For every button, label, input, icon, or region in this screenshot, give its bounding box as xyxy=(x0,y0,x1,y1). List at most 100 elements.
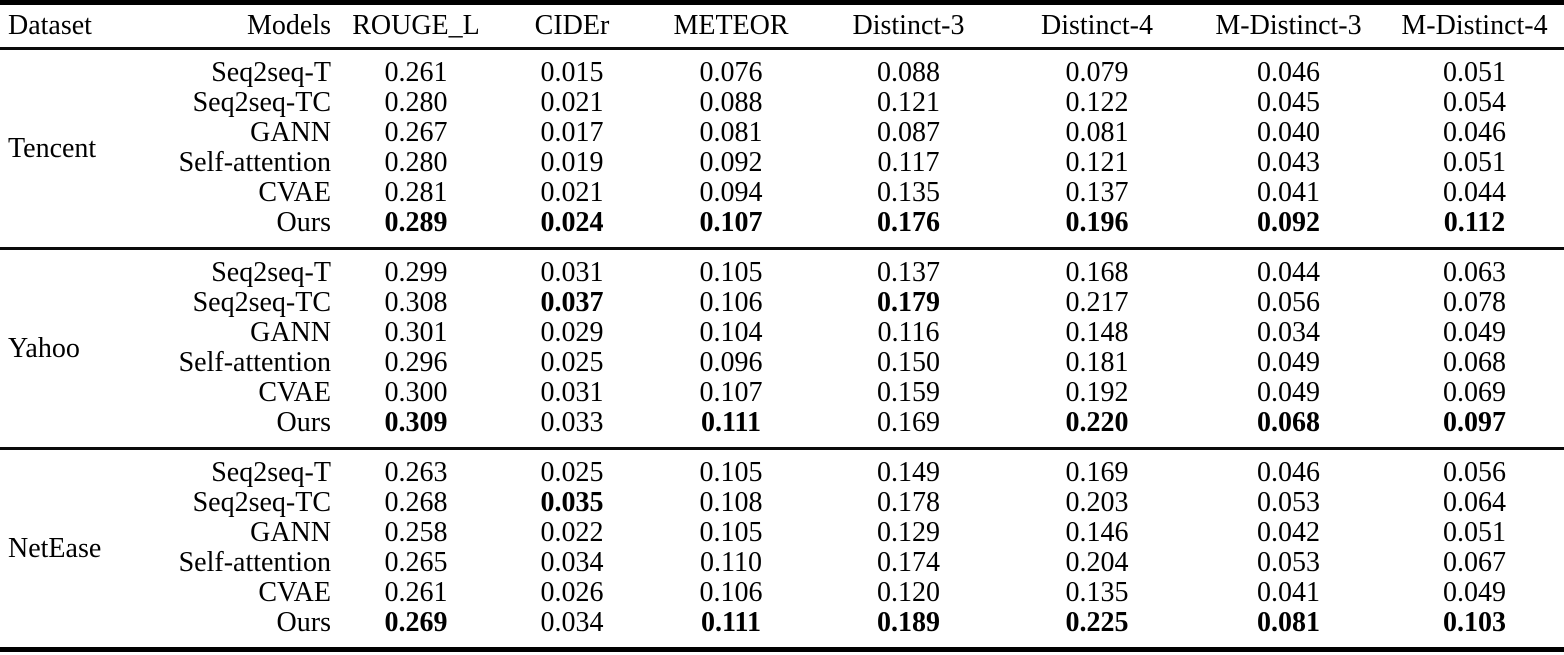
value-cell: 0.204 xyxy=(1065,547,1129,578)
value-cell: 0.107 xyxy=(699,207,763,238)
model-cell: Self-attention xyxy=(178,347,331,378)
value-cell: 0.088 xyxy=(699,87,763,118)
value-cell: 0.046 xyxy=(1257,457,1320,488)
value-cell: 0.192 xyxy=(1065,377,1129,408)
column-header-m-distinct-4: M-Distinct-4 xyxy=(1401,10,1548,41)
value-cell: 0.088 xyxy=(877,57,940,88)
value-cell: 0.045 xyxy=(1257,87,1320,118)
value-cell: 0.149 xyxy=(877,457,940,488)
section-tencent: Tencent Seq2seq-T 0.261 0.015 0.076 0.088 0.0… xyxy=(0,50,1564,247)
table-rule-section-2 xyxy=(0,447,1564,450)
value-cell: 0.017 xyxy=(540,117,604,148)
value-cell: 0.049 xyxy=(1257,347,1320,378)
value-cell: 0.056 xyxy=(1257,287,1320,318)
table-row: GANN 0.258 0.022 0.105 0.129 0.146 0.042 0.051 xyxy=(0,518,1564,548)
value-cell: 0.051 xyxy=(1443,147,1506,178)
value-cell: 0.096 xyxy=(699,347,763,378)
value-cell: 0.289 xyxy=(384,207,448,238)
value-cell: 0.069 xyxy=(1443,377,1506,408)
value-cell: 0.150 xyxy=(877,347,940,378)
value-cell: 0.068 xyxy=(1257,407,1320,438)
value-cell: 0.041 xyxy=(1257,577,1320,608)
model-cell: CVAE xyxy=(258,177,331,208)
column-header-distinct-4: Distinct-4 xyxy=(1041,10,1153,41)
value-cell: 0.106 xyxy=(699,287,763,318)
table-rule-top xyxy=(0,0,1564,5)
column-header-meteor: METEOR xyxy=(673,10,789,41)
value-cell: 0.053 xyxy=(1257,487,1320,518)
value-cell: 0.116 xyxy=(877,317,940,348)
section-rows: Seq2seq-T 0.299 0.031 0.105 0.137 0.168 0.044 0… xyxy=(0,258,1564,438)
value-cell: 0.105 xyxy=(699,457,763,488)
value-cell: 0.104 xyxy=(699,317,763,348)
value-cell: 0.225 xyxy=(1065,607,1129,638)
value-cell: 0.021 xyxy=(540,177,604,208)
value-cell: 0.168 xyxy=(1065,257,1129,288)
model-cell: Ours xyxy=(276,207,331,238)
value-cell: 0.137 xyxy=(1065,177,1129,208)
value-cell: 0.024 xyxy=(540,207,604,238)
value-cell: 0.261 xyxy=(384,577,448,608)
value-cell: 0.281 xyxy=(384,177,448,208)
value-cell: 0.044 xyxy=(1443,177,1506,208)
value-cell: 0.025 xyxy=(540,457,604,488)
value-cell: 0.263 xyxy=(384,457,448,488)
value-cell: 0.189 xyxy=(877,607,940,638)
table-row: Seq2seq-T 0.263 0.025 0.105 0.149 0.169 0.046 0… xyxy=(0,458,1564,488)
value-cell: 0.121 xyxy=(1065,147,1129,178)
model-cell: Ours xyxy=(276,407,331,438)
value-cell: 0.135 xyxy=(1065,577,1129,608)
value-cell: 0.308 xyxy=(384,287,448,318)
value-cell: 0.081 xyxy=(1065,117,1129,148)
value-cell: 0.031 xyxy=(540,257,604,288)
value-cell: 0.064 xyxy=(1443,487,1506,518)
value-cell: 0.103 xyxy=(1443,607,1506,638)
value-cell: 0.196 xyxy=(1065,207,1129,238)
value-cell: 0.034 xyxy=(540,607,604,638)
value-cell: 0.022 xyxy=(540,517,604,548)
value-cell: 0.280 xyxy=(384,147,448,178)
model-cell: Seq2seq-T xyxy=(211,257,331,288)
value-cell: 0.135 xyxy=(877,177,940,208)
value-cell: 0.110 xyxy=(700,547,762,578)
value-cell: 0.120 xyxy=(877,577,940,608)
value-cell: 0.094 xyxy=(699,177,763,208)
column-header-cider: CIDEr xyxy=(534,10,610,41)
table-row: Self-attention 0.296 0.025 0.096 0.150 0.181 0… xyxy=(0,348,1564,378)
value-cell: 0.301 xyxy=(384,317,448,348)
model-cell: Seq2seq-TC xyxy=(192,487,331,518)
model-cell: Self-attention xyxy=(178,547,331,578)
value-cell: 0.042 xyxy=(1257,517,1320,548)
value-cell: 0.129 xyxy=(877,517,940,548)
column-header-rouge-l: ROUGE_L xyxy=(352,10,480,41)
value-cell: 0.108 xyxy=(699,487,763,518)
section-rows: Seq2seq-T 0.263 0.025 0.105 0.149 0.169 0.046 0… xyxy=(0,458,1564,638)
value-cell: 0.265 xyxy=(384,547,448,578)
dataset-label: Yahoo xyxy=(8,332,80,364)
dataset-label: Tencent xyxy=(8,132,97,164)
model-cell: GANN xyxy=(250,317,331,348)
value-cell: 0.258 xyxy=(384,517,448,548)
value-cell: 0.097 xyxy=(1443,407,1506,438)
value-cell: 0.029 xyxy=(540,317,604,348)
table-rule-header xyxy=(0,47,1564,50)
value-cell: 0.081 xyxy=(699,117,763,148)
column-header-m-distinct-3: M-Distinct-3 xyxy=(1215,10,1362,41)
value-cell: 0.054 xyxy=(1443,87,1506,118)
model-cell: Seq2seq-TC xyxy=(192,287,331,318)
value-cell: 0.087 xyxy=(877,117,940,148)
value-cell: 0.179 xyxy=(877,287,940,318)
value-cell: 0.051 xyxy=(1443,517,1506,548)
model-cell: Seq2seq-T xyxy=(211,57,331,88)
value-cell: 0.068 xyxy=(1443,347,1506,378)
value-cell: 0.117 xyxy=(877,147,940,178)
value-cell: 0.220 xyxy=(1065,407,1129,438)
value-cell: 0.146 xyxy=(1065,517,1129,548)
value-cell: 0.025 xyxy=(540,347,604,378)
value-cell: 0.159 xyxy=(877,377,940,408)
value-cell: 0.049 xyxy=(1443,317,1506,348)
table-rule-bottom xyxy=(0,647,1564,652)
column-header-dataset: Dataset xyxy=(8,10,92,41)
model-cell: CVAE xyxy=(258,377,331,408)
